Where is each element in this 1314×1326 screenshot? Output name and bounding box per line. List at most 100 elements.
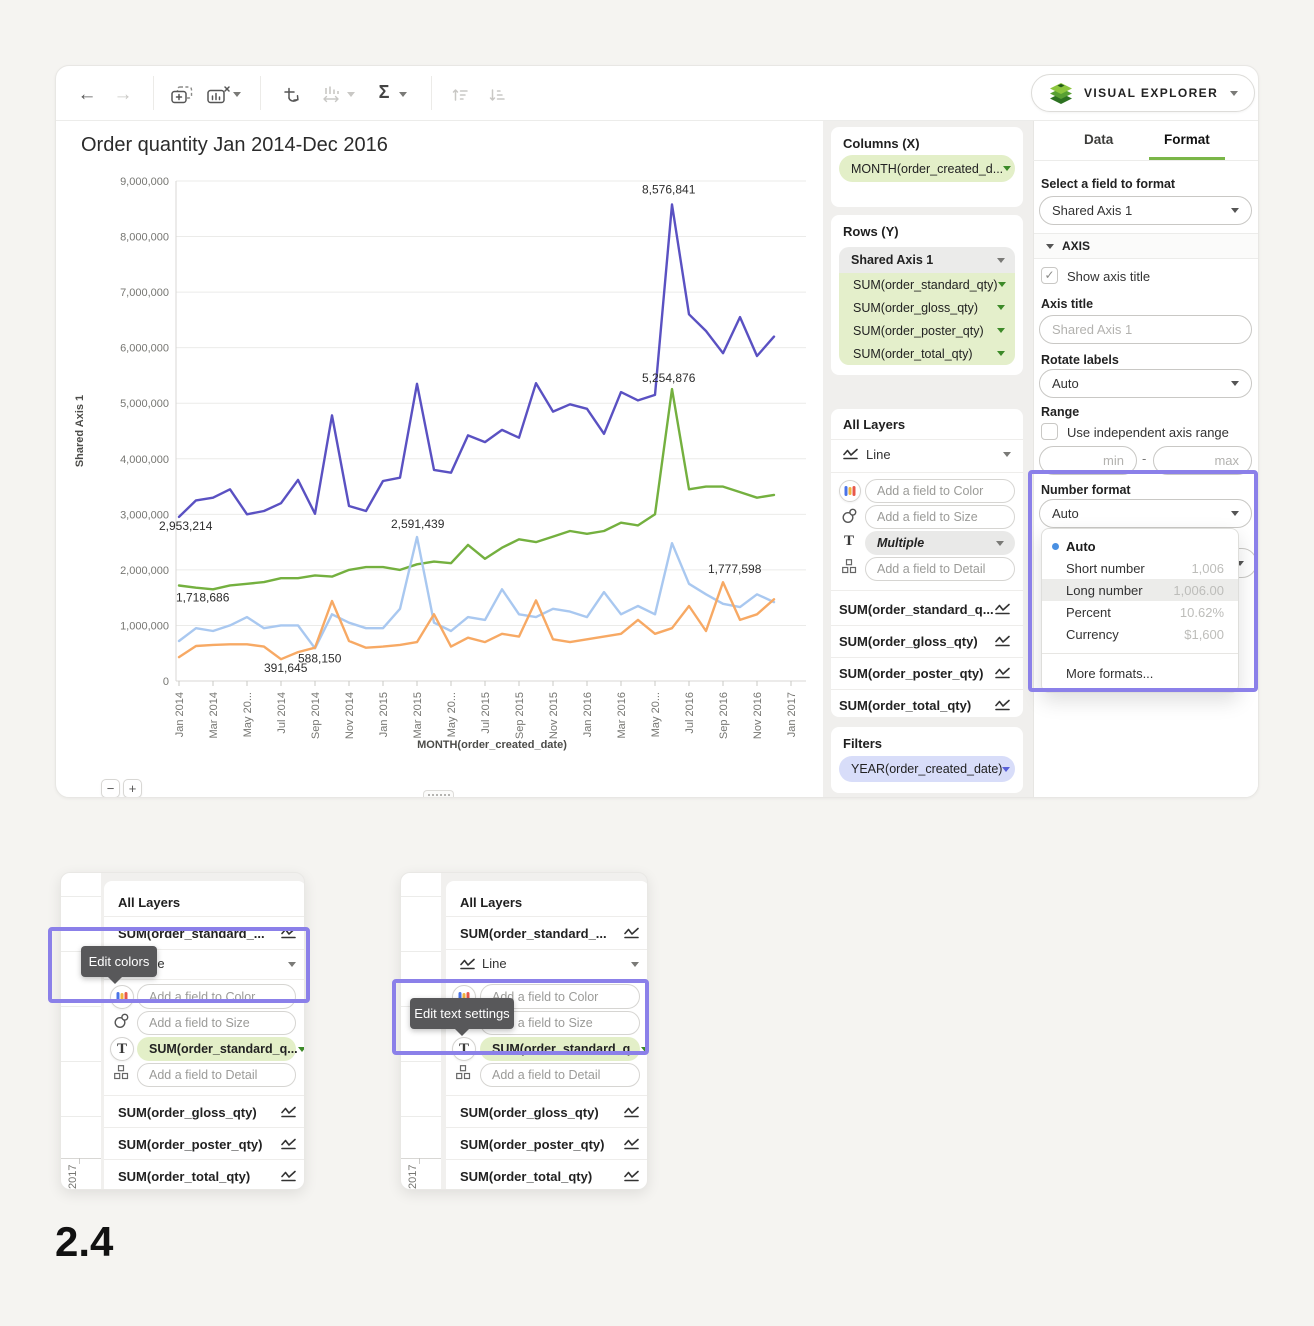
divider [104, 949, 304, 950]
independent-range-checkbox[interactable] [1041, 423, 1058, 440]
field-to-format-select[interactable]: Shared Axis 1 [1039, 196, 1252, 225]
layer-row-label[interactable]: SUM(order_total_qty) [460, 1169, 593, 1184]
number-format-select[interactable]: Auto [1039, 499, 1252, 528]
chevron-down-icon[interactable] [997, 282, 1006, 287]
color-shelf-icon[interactable] [839, 480, 861, 502]
menu-item-percent[interactable]: Percent 10.62% [1042, 601, 1238, 623]
layer-row-label[interactable]: SUM(order_total_qty) [118, 1169, 251, 1184]
range-min-input[interactable] [1039, 446, 1137, 475]
rows-field[interactable]: SUM(order_total_qty) [839, 342, 1015, 365]
detail-shelf-field[interactable]: Add a field to Detail [865, 557, 1015, 581]
divider [831, 590, 1023, 591]
sort-ascending-icon[interactable] [447, 82, 473, 108]
duplicate-chart-icon[interactable] [169, 82, 195, 108]
columns-x-field-pill[interactable]: MONTH(order_created_d... [839, 155, 1015, 182]
chevron-down-icon[interactable] [1002, 766, 1011, 772]
color-shelf-icon[interactable] [110, 985, 134, 1009]
show-axis-title-checkbox[interactable] [1041, 267, 1058, 284]
text-shelf-field[interactable]: Multiple [865, 531, 1015, 555]
rotate-labels-select[interactable]: Auto [1039, 369, 1252, 398]
zoom-out-button[interactable]: − [101, 779, 120, 797]
y-tick-label: 5,000,000 [120, 398, 169, 410]
text-shelf-icon[interactable]: T [110, 1037, 134, 1061]
forward-arrow-icon[interactable]: → [110, 82, 136, 108]
menu-item-more-formats[interactable]: More formats... [1042, 660, 1238, 686]
sort-descending-icon[interactable] [484, 82, 510, 108]
toolbar-divider [153, 76, 154, 110]
chevron-down-icon[interactable] [288, 962, 296, 967]
chevron-down-icon[interactable] [640, 1046, 647, 1052]
text-shelf-value: SUM(order_standard_q... [492, 1042, 641, 1056]
swap-axes-icon[interactable] [279, 82, 305, 108]
chevron-down-icon[interactable] [631, 962, 639, 967]
chart-type-select[interactable]: Line [839, 440, 1015, 468]
visual-explorer-logo [1050, 82, 1072, 104]
detail-shelf-icon[interactable] [456, 1065, 471, 1080]
detail-shelf-field[interactable]: Add a field to Detail [137, 1063, 296, 1087]
y-tick-label: 4,000,000 [120, 454, 169, 466]
series-SUM(order_total_qty) [177, 203, 776, 519]
shared-axis-pill[interactable]: Shared Axis 1 [839, 247, 1015, 273]
layer-row-label[interactable]: SUM(order_gloss_qty) [460, 1105, 599, 1120]
visual-explorer-menu[interactable]: VISUAL EXPLORER [1031, 74, 1256, 112]
text-shelf-icon[interactable]: T [452, 1037, 476, 1061]
layer-row-label[interactable]: SUM(order_gloss_qty) [118, 1105, 257, 1120]
rows-field[interactable]: SUM(order_poster_qty) [839, 319, 1015, 342]
size-shelf-icon[interactable] [114, 1013, 130, 1028]
chevron-down-icon[interactable] [1003, 451, 1011, 457]
layer-row-label[interactable]: SUM(order_poster_qty) [839, 666, 984, 681]
tab-format[interactable]: Format [1164, 132, 1210, 147]
text-shelf-field[interactable]: SUM(order_standard_q... [137, 1037, 304, 1061]
chevron-down-icon[interactable] [997, 351, 1005, 356]
chevron-down-icon[interactable] [233, 92, 241, 97]
size-shelf-field[interactable]: Add a field to Size [137, 1011, 296, 1035]
text-shelf-icon[interactable]: T [844, 533, 855, 549]
menu-item-short-number[interactable]: Short number 1,006 [1042, 557, 1238, 579]
layer-row-label[interactable]: SUM(order_poster_qty) [118, 1137, 263, 1152]
chevron-down-icon[interactable] [997, 305, 1005, 310]
size-shelf-field[interactable]: Add a field to Size [865, 505, 1015, 529]
line-chart-icon [281, 1170, 296, 1182]
remove-chart-icon[interactable] [205, 82, 231, 108]
layer-row-label[interactable]: SUM(order_standard_q... [839, 602, 994, 617]
range-max-input[interactable] [1153, 446, 1252, 475]
filter-field-pill[interactable]: YEAR(order_created_date) [839, 756, 1015, 782]
zoom-in-button[interactable]: + [123, 779, 142, 797]
menu-item-currency[interactable]: Currency $1,600 [1042, 623, 1238, 645]
chevron-down-icon[interactable] [996, 540, 1004, 546]
menu-item-long-number[interactable]: Long number 1,006.00 [1042, 579, 1238, 601]
layer-row-label[interactable]: SUM(order_standard_... [118, 926, 265, 941]
chevron-down-icon[interactable] [297, 1046, 304, 1052]
axis-section-header[interactable]: AXIS [1034, 233, 1258, 259]
chevron-down-icon[interactable] [399, 92, 407, 97]
text-shelf-value: Multiple [877, 536, 925, 550]
bar-width-icon[interactable] [319, 82, 345, 108]
layer-row-label[interactable]: SUM(order_standard_... [460, 926, 607, 941]
size-shelf-icon[interactable] [842, 508, 858, 523]
color-shelf-field[interactable]: Add a field to Color [137, 984, 296, 1009]
text-shelf-field[interactable]: SUM(order_standard_q... [480, 1037, 647, 1061]
chevron-down-icon[interactable] [997, 257, 1005, 263]
detail-shelf-icon[interactable] [114, 1065, 129, 1080]
panel-resize-handle[interactable] [423, 790, 454, 797]
axis-title-input[interactable] [1039, 315, 1252, 344]
chevron-down-icon[interactable] [1003, 166, 1012, 171]
line-chart-icon [460, 958, 475, 970]
number-format-value: Auto [1052, 506, 1079, 521]
rows-field[interactable]: SUM(order_gloss_qty) [839, 296, 1015, 319]
x-axis-tick [419, 1158, 420, 1164]
tab-data[interactable]: Data [1084, 132, 1114, 147]
detail-shelf-icon[interactable] [842, 559, 857, 574]
layer-row-label[interactable]: SUM(order_gloss_qty) [839, 634, 978, 649]
layer-row-label[interactable]: SUM(order_poster_qty) [460, 1137, 605, 1152]
detail-shelf-field[interactable]: Add a field to Detail [480, 1063, 640, 1087]
rows-y-title: Rows (Y) [843, 224, 899, 239]
rows-field[interactable]: SUM(order_standard_qty) [839, 273, 1015, 296]
chevron-down-icon[interactable] [997, 328, 1005, 333]
menu-item-auto[interactable]: Auto [1042, 535, 1238, 557]
chevron-down-icon[interactable] [347, 92, 355, 97]
layer-row-label[interactable]: SUM(order_total_qty) [839, 698, 972, 713]
sigma-icon[interactable]: Σ [371, 79, 397, 105]
color-shelf-field[interactable]: Add a field to Color [865, 479, 1015, 503]
back-arrow-icon[interactable]: ← [74, 82, 100, 108]
